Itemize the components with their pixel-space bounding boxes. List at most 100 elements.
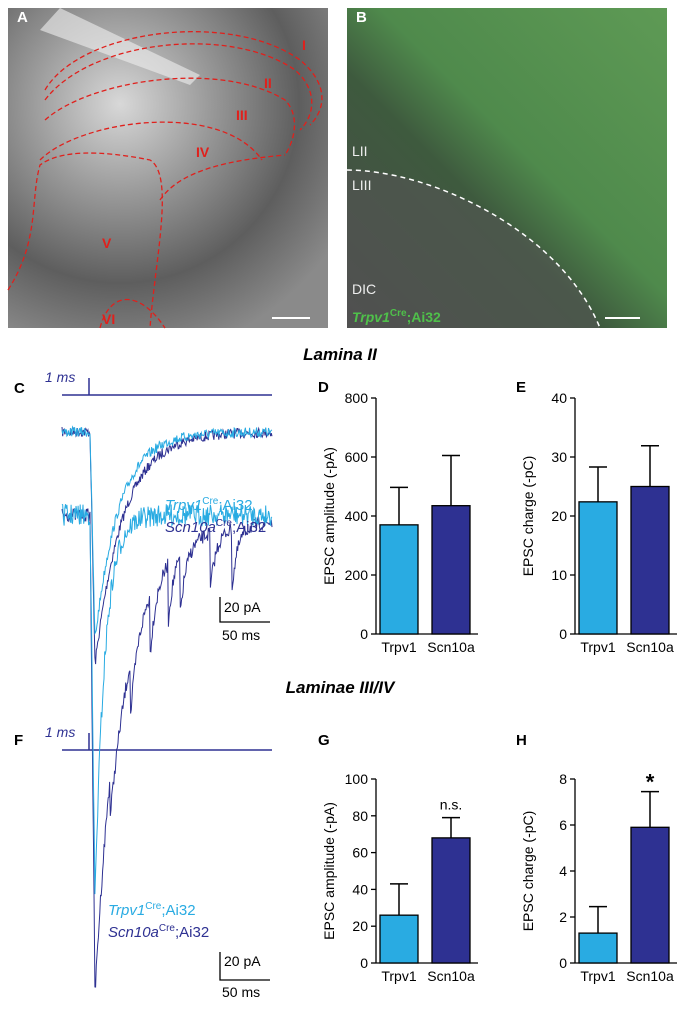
suffix: ;Ai32 (175, 924, 209, 941)
y-tick-label: 20 (551, 508, 567, 524)
dark-region (347, 170, 600, 328)
bar (379, 524, 419, 635)
section-title: Laminae III/IV (286, 678, 396, 697)
superscript: Cre (145, 901, 162, 912)
scale-label: 20 pA (224, 953, 261, 969)
bar (431, 837, 471, 964)
panel-label: B (356, 9, 367, 26)
region-label: III (236, 107, 248, 123)
bar (578, 932, 618, 964)
x-tick-label: Scn10a (626, 968, 674, 984)
suffix: ;Ai32 (218, 497, 252, 514)
panel-label: D (318, 379, 329, 396)
region-label: VI (102, 311, 115, 327)
genotype-label: Trpv1Cre;Ai32 (352, 308, 441, 325)
y-tick-label: 8 (559, 771, 567, 787)
x-tick-label: Trpv1 (580, 639, 615, 655)
current-trace (61, 425, 273, 636)
genotype-label: Scn10aCre;Ai32 (165, 518, 266, 536)
y-tick-label: 10 (551, 567, 567, 583)
gene: Scn10a (165, 519, 216, 536)
y-tick-label: 0 (559, 626, 567, 642)
gene: Trpv1 (108, 902, 145, 919)
trace-scale-bars (219, 597, 270, 981)
pipette (40, 8, 200, 85)
bar (379, 914, 419, 964)
region-label: I (302, 37, 306, 53)
superscript: Cre (216, 518, 233, 529)
y-tick-label: 30 (551, 449, 567, 465)
y-axis-label: EPSC charge (-pC) (520, 456, 536, 577)
region-borders (7, 31, 323, 329)
layer-label: LIII (352, 177, 371, 193)
bar (578, 501, 618, 635)
panel-label: C (14, 380, 25, 397)
superscript: Cre (390, 308, 407, 319)
genotype-label: Scn10aCre;Ai32 (108, 923, 209, 941)
suffix: ;Ai32 (407, 309, 441, 325)
y-tick-label: 100 (345, 771, 369, 787)
scale-label: 50 ms (222, 984, 260, 1000)
y-tick-label: 0 (360, 626, 368, 642)
stimulus-label: 1 ms (45, 724, 75, 740)
panel-label: A (17, 9, 28, 26)
y-tick-label: 800 (345, 390, 369, 406)
y-tick-label: 400 (345, 508, 369, 524)
y-tick-label: 0 (559, 955, 567, 971)
y-tick-label: 40 (551, 390, 567, 406)
y-tick-label: 6 (559, 817, 567, 833)
micrograph-a (8, 8, 328, 328)
y-tick-label: 60 (352, 845, 368, 861)
scale-label: 50 ms (222, 627, 260, 643)
region-label: II (264, 75, 272, 91)
y-tick-label: 200 (345, 567, 369, 583)
y-tick-label: 4 (559, 863, 567, 879)
panel-label: G (318, 732, 330, 749)
y-axis-label: EPSC amplitude (-pA) (321, 802, 337, 940)
bar (431, 505, 471, 635)
superscript: Cre (202, 496, 219, 507)
y-tick-label: 2 (559, 909, 567, 925)
genotype-label: Trpv1Cre;Ai32 (108, 901, 196, 919)
current-trace (61, 503, 273, 895)
significance-label: n.s. (440, 797, 463, 813)
gene: Scn10a (108, 924, 159, 941)
stimulus-label: 1 ms (45, 369, 75, 385)
current-trace (61, 508, 273, 988)
panel-label: F (14, 732, 23, 749)
genotype-label: Trpv1Cre;Ai32 (165, 496, 253, 514)
significance-label: * (646, 770, 655, 795)
suffix: ;Ai32 (161, 902, 195, 919)
y-tick-label: 20 (352, 918, 368, 934)
x-tick-label: Scn10a (626, 639, 674, 655)
stimulus-markers (62, 378, 272, 751)
y-tick-label: 80 (352, 808, 368, 824)
x-tick-label: Trpv1 (580, 968, 615, 984)
region-label: V (102, 235, 112, 251)
scale-label: 20 pA (224, 599, 261, 615)
x-tick-label: Trpv1 (381, 639, 416, 655)
layer-label: LII (352, 143, 368, 159)
gene: Trpv1 (352, 309, 390, 325)
panel-label: E (516, 379, 526, 396)
x-tick-label: Scn10a (427, 639, 475, 655)
layer-label: DIC (352, 281, 376, 297)
y-tick-label: 0 (360, 955, 368, 971)
section-title: Lamina II (303, 345, 378, 364)
gene: Trpv1 (165, 497, 202, 514)
y-tick-label: 40 (352, 881, 368, 897)
region-label: IV (196, 144, 210, 160)
x-tick-label: Trpv1 (381, 968, 416, 984)
y-axis-label: EPSC amplitude (-pA) (321, 447, 337, 585)
y-axis-label: EPSC charge (-pC) (520, 811, 536, 932)
bar (630, 826, 670, 964)
superscript: Cre (159, 923, 176, 934)
suffix: ;Ai32 (232, 519, 266, 536)
layer-border (346, 169, 601, 329)
bar (630, 485, 670, 635)
x-tick-label: Scn10a (427, 968, 475, 984)
y-tick-label: 600 (345, 449, 369, 465)
current-trace (61, 426, 273, 665)
panel-label: H (516, 732, 527, 749)
